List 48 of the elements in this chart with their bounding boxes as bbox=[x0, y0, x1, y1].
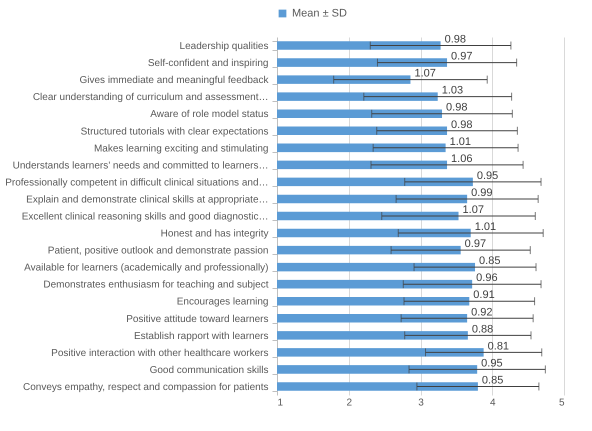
y-tick-label: Clear understanding of curriculum and assessment… bbox=[32, 92, 268, 104]
y-tick-label: Encourages learning bbox=[176, 296, 268, 308]
y-tick-label: Aware of role model status bbox=[150, 109, 268, 120]
y-tick-label: Makes learning exciting and stimulating bbox=[94, 143, 268, 154]
y-tick-label: Structured tutorials with clear expectations bbox=[80, 126, 268, 138]
annotation: 0.98 bbox=[451, 118, 472, 131]
annotation: 1.03 bbox=[442, 84, 464, 97]
legend-label: Mean ± SD bbox=[292, 8, 347, 20]
y-tick-label: Self-confident and inspiring bbox=[148, 58, 268, 70]
annotation: 0.88 bbox=[472, 323, 494, 336]
annotation: 1.01 bbox=[474, 221, 496, 234]
x-tick-label: 2 bbox=[346, 398, 352, 408]
annotation: 0.95 bbox=[481, 357, 503, 370]
annotation: 0.85 bbox=[482, 374, 504, 386]
y-tick-label: Leadership qualities bbox=[180, 41, 268, 52]
y-tick-label: Establish rapport with learners bbox=[134, 330, 268, 342]
annotation: 0.99 bbox=[471, 186, 493, 199]
x-tick-label: 4 bbox=[490, 398, 496, 408]
annotation: 1.07 bbox=[414, 68, 436, 80]
y-tick-label: Explain and demonstrate clinical skills at appropriate… bbox=[26, 194, 268, 206]
annotation: 0.96 bbox=[476, 272, 498, 284]
y-tick-label: Gives immediate and meaningful feedback bbox=[80, 75, 270, 86]
x-tick-label: 3 bbox=[418, 398, 424, 408]
annotation: 0.98 bbox=[444, 34, 466, 46]
annotation: 1.07 bbox=[462, 204, 484, 216]
x-tick-label: 5 bbox=[558, 398, 565, 408]
annotation: 0.91 bbox=[473, 289, 495, 302]
y-tick-label: Honest and has integrity bbox=[160, 228, 268, 240]
annotation: 0.85 bbox=[479, 255, 500, 268]
y-tick-label: Patient, positive outlook and demonstrate passion bbox=[48, 246, 268, 257]
y-tick-label: Conveys empathy, respect and compassion for patients bbox=[23, 382, 268, 393]
y-tick-label: Available for learners (academically and professionally) bbox=[24, 262, 268, 274]
y-tick-label: Excellent clinical reasoning skills and good diagnostic… bbox=[22, 212, 268, 222]
y-tick-label: Understands learners’ needs and committed to learners… bbox=[12, 160, 268, 172]
y-tick-label: Professionally competent in difficult clinical situations and… bbox=[5, 177, 268, 188]
annotation: 0.92 bbox=[471, 306, 493, 318]
x-tick-label: 1 bbox=[278, 398, 284, 408]
annotation: 0.95 bbox=[476, 170, 498, 182]
y-tick-label: Demonstrates enthusiasm for teaching and subject bbox=[43, 280, 269, 291]
annotation: 1.01 bbox=[450, 136, 472, 148]
y-tick-label: Good communication skills bbox=[150, 364, 268, 376]
annotation: 1.06 bbox=[451, 152, 472, 165]
annotation: 0.97 bbox=[451, 50, 472, 63]
annotation: 0.81 bbox=[488, 340, 510, 352]
y-tick-label: Positive attitude toward learners bbox=[126, 314, 268, 325]
annotation: 0.98 bbox=[446, 102, 468, 114]
annotation: 0.97 bbox=[464, 238, 486, 250]
y-tick-label: Positive interaction with other healthcare workers bbox=[51, 348, 268, 359]
